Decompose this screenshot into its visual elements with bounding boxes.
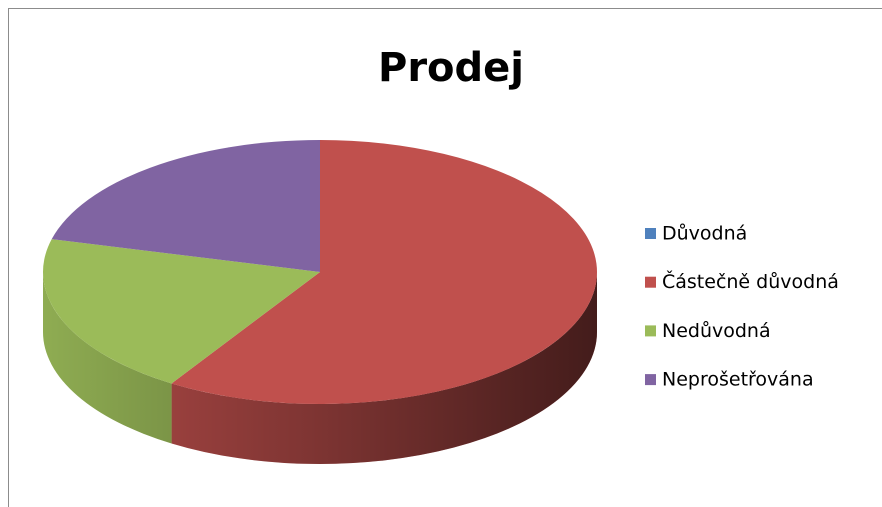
- legend-label: Neprošetřována: [662, 369, 814, 391]
- chart-title: Prodej: [378, 45, 524, 91]
- legend-swatch: [645, 228, 656, 239]
- slice-top: [51, 140, 321, 272]
- legend-swatch: [645, 276, 656, 288]
- pie-slice: [51, 140, 321, 272]
- legend-label: Nedůvodná: [662, 320, 771, 342]
- slice-top: [171, 140, 597, 405]
- pie-slice: [171, 140, 597, 464]
- slice-side-shade: [171, 272, 597, 464]
- legend-label: Důvodná: [662, 223, 747, 245]
- slice-side-shade: [43, 272, 172, 444]
- pie-slice: [42, 239, 320, 444]
- slice-top: [42, 239, 320, 384]
- legend-swatch: [645, 325, 656, 337]
- legend-label: Částečně důvodná: [662, 269, 839, 293]
- legend-swatch: [645, 374, 656, 386]
